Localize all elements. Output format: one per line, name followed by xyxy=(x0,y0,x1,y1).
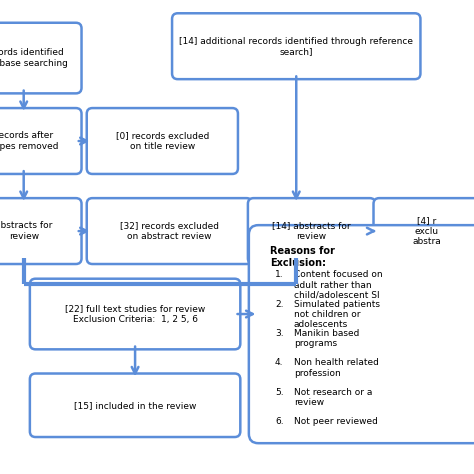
Text: [14] additional records identified through reference
search]: [14] additional records identified throu… xyxy=(179,36,413,56)
Text: Not research or a
review: Not research or a review xyxy=(294,388,372,407)
FancyBboxPatch shape xyxy=(374,198,474,264)
FancyBboxPatch shape xyxy=(30,374,240,437)
Text: Reasons for
Exclusion:: Reasons for Exclusion: xyxy=(270,246,335,268)
FancyBboxPatch shape xyxy=(0,23,82,93)
Text: Manikin based
programs: Manikin based programs xyxy=(294,329,359,348)
Text: 3.: 3. xyxy=(275,329,283,338)
Text: 6.: 6. xyxy=(275,417,283,426)
FancyBboxPatch shape xyxy=(87,108,238,174)
FancyBboxPatch shape xyxy=(249,225,474,443)
Text: [14] abstracts for
review: [14] abstracts for review xyxy=(273,221,351,241)
Text: records after
dupes removed: records after dupes removed xyxy=(0,131,59,151)
Text: abstracts for
review: abstracts for review xyxy=(0,221,53,241)
FancyBboxPatch shape xyxy=(87,198,252,264)
Text: [0] records excluded
on title review: [0] records excluded on title review xyxy=(116,131,209,151)
FancyBboxPatch shape xyxy=(248,198,375,264)
Text: [15] included in the review: [15] included in the review xyxy=(74,401,196,410)
FancyBboxPatch shape xyxy=(0,108,82,174)
Text: Non health related
profession: Non health related profession xyxy=(294,358,379,378)
Text: [32] records excluded
on abstract review: [32] records excluded on abstract review xyxy=(120,221,219,241)
Text: [4] r
exclu
abstra: [4] r exclu abstra xyxy=(412,216,441,246)
Text: Simulated patients
not children or
adolescents: Simulated patients not children or adole… xyxy=(294,300,380,329)
Text: 5.: 5. xyxy=(275,388,283,397)
Text: 2.: 2. xyxy=(275,300,283,309)
Text: records identified
database searching: records identified database searching xyxy=(0,48,68,68)
Text: Not peer reviewed: Not peer reviewed xyxy=(294,417,378,426)
Text: 1.: 1. xyxy=(275,270,283,279)
FancyBboxPatch shape xyxy=(0,198,82,264)
Text: Content focused on
adult rather than
child/adolescent SI: Content focused on adult rather than chi… xyxy=(294,270,383,300)
Text: [22] full text studies for review
Exclusion Criteria:  1, 2 5, 6: [22] full text studies for review Exclus… xyxy=(65,304,205,324)
FancyBboxPatch shape xyxy=(172,13,420,79)
Text: 4.: 4. xyxy=(275,358,283,367)
FancyBboxPatch shape xyxy=(30,279,240,349)
